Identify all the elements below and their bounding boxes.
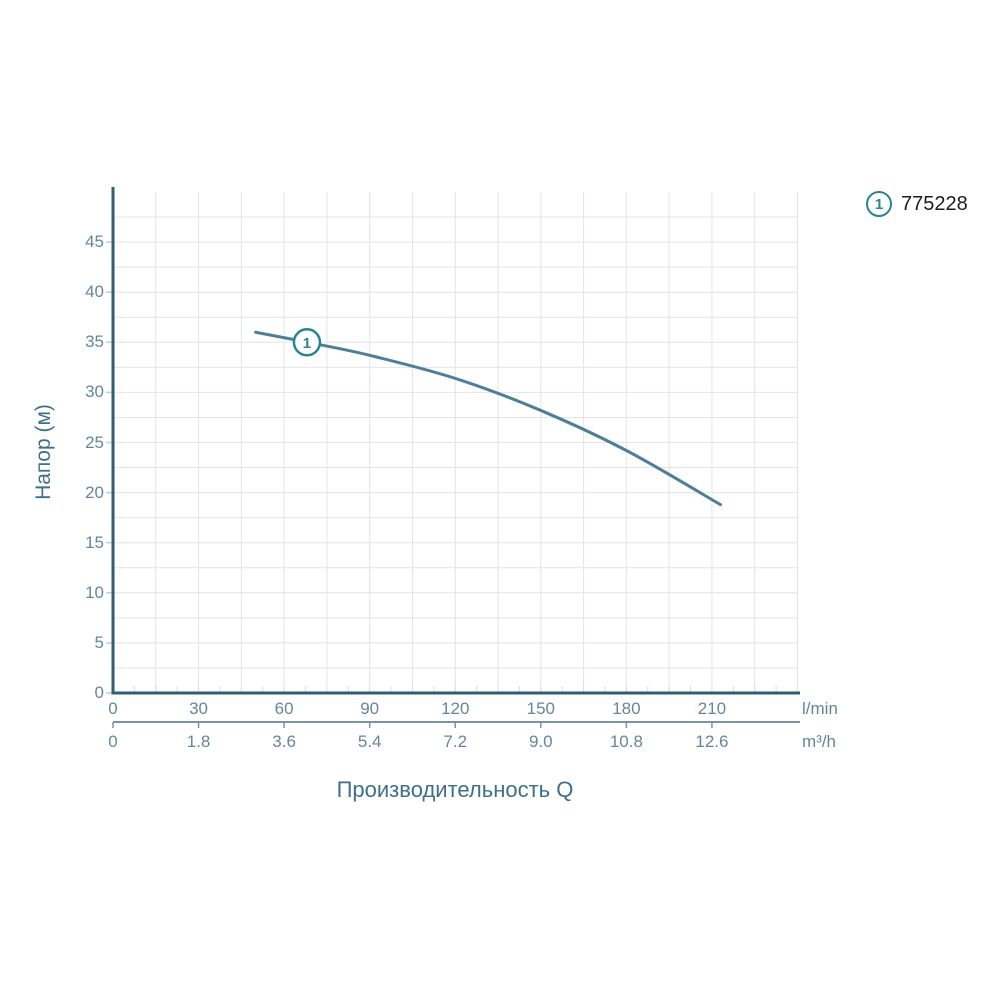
legend-series-label: 775228 xyxy=(901,192,968,215)
legend-series-marker-number: 1 xyxy=(874,195,884,213)
y-axis-title: Напор (м) xyxy=(32,404,55,500)
x-tick-label-lmin: 90 xyxy=(360,699,380,718)
pump-curve xyxy=(254,330,722,507)
x-tick-label-lmin: 120 xyxy=(441,699,470,718)
y-tick-label: 15 xyxy=(85,532,104,552)
y-tick-label: 5 xyxy=(94,632,104,652)
x-unit-m3h-label: m³/h xyxy=(802,732,836,751)
x-tick-label-m3h: 7.2 xyxy=(443,732,468,751)
y-tick-label: 10 xyxy=(85,582,104,602)
legend: 1 775228 xyxy=(866,191,968,217)
x-axis-title: Производительность Q xyxy=(336,777,574,802)
y-tick-label: 20 xyxy=(85,482,104,502)
y-tick-label: 0 xyxy=(94,683,104,702)
x-tick-label-m3h: 5.4 xyxy=(357,732,382,751)
x-tick-label-m3h: 3.6 xyxy=(272,732,296,751)
y-tick-label: 30 xyxy=(85,382,104,402)
x-tick-label-lmin: 0 xyxy=(108,699,118,718)
y-tick-label: 25 xyxy=(85,432,104,452)
x-tick-label-m3h: 1.8 xyxy=(186,732,211,751)
curve-marker-circle xyxy=(292,328,322,357)
legend-series-marker-icon: 1 xyxy=(866,191,892,217)
x-tick-label-lmin: 60 xyxy=(274,699,294,718)
x-tick-label-m3h: 9.0 xyxy=(528,732,553,751)
x-tick-label-m3h: 0 xyxy=(108,732,118,751)
x-tick-label-lmin: 210 xyxy=(697,699,727,718)
x-tick-label-lmin: 180 xyxy=(612,699,641,718)
x-unit-lmin-label: l/min xyxy=(802,699,838,718)
x-tick-label-m3h: 12.6 xyxy=(695,732,729,751)
curve-marker-number: 1 xyxy=(303,335,311,352)
x-tick-label-m3h: 10.8 xyxy=(609,732,643,751)
y-tick-label: 35 xyxy=(85,332,104,352)
x-tick-label-lmin: 150 xyxy=(526,699,555,718)
y-tick-label: 45 xyxy=(85,232,104,252)
y-tick-label: 40 xyxy=(85,282,104,302)
x-tick-label-lmin: 30 xyxy=(189,699,209,718)
